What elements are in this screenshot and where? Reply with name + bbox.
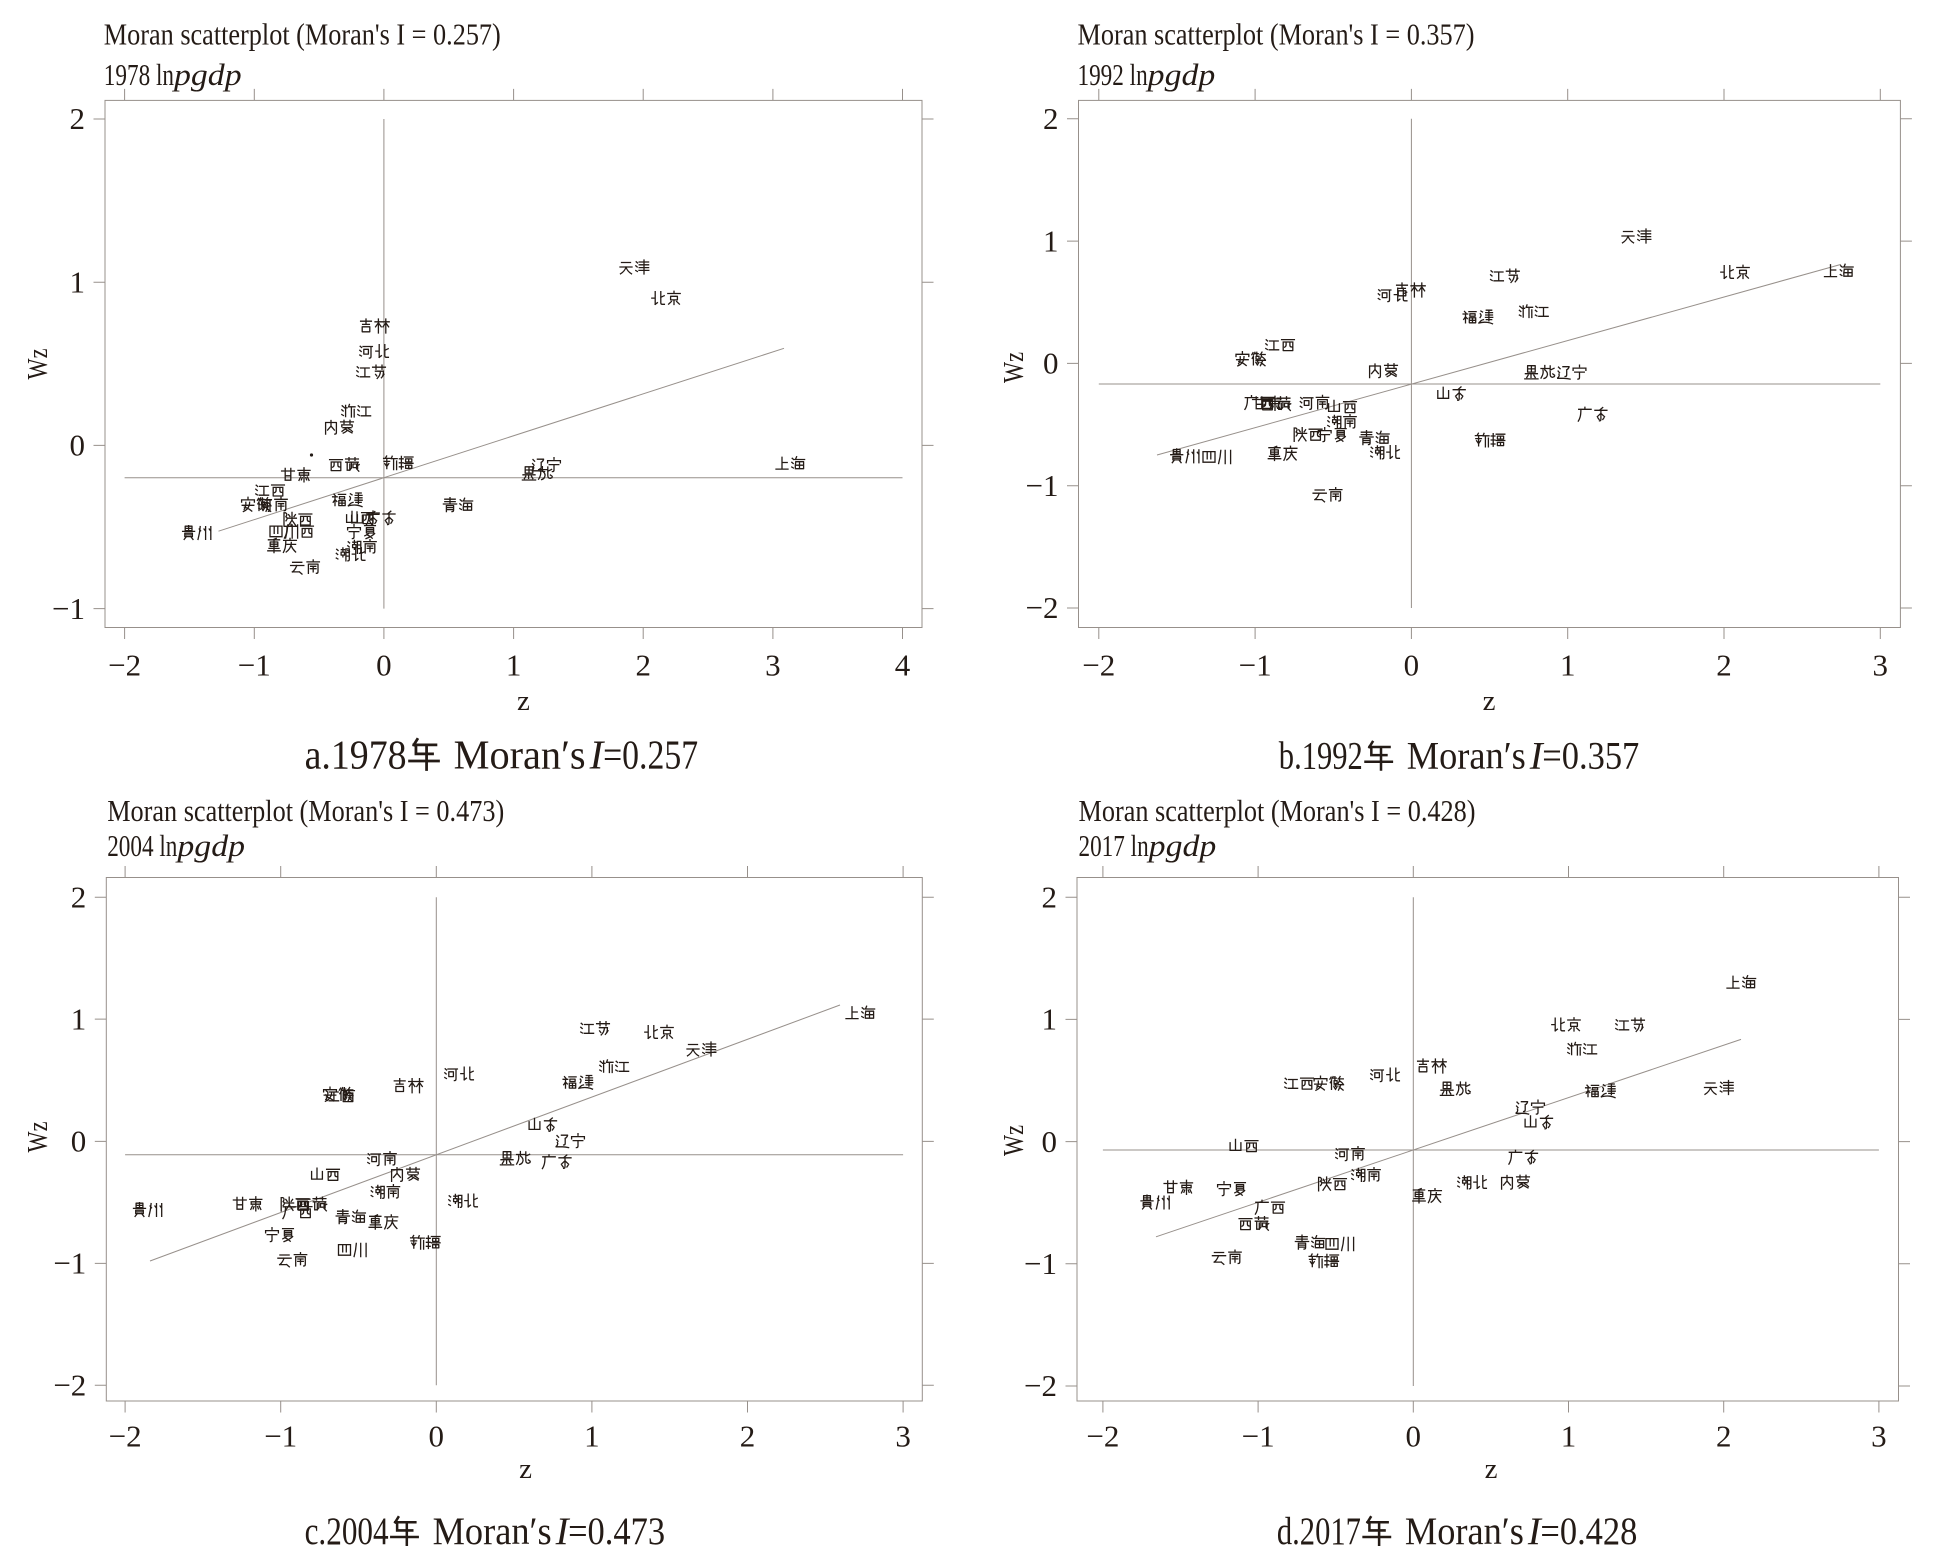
svg-text:1: 1 [70, 264, 86, 299]
svg-text:−2: −2 [108, 648, 141, 683]
svg-text:Wz: Wz [999, 352, 1030, 383]
svg-text:I: I [589, 732, 606, 778]
svg-text:1: 1 [1560, 648, 1576, 683]
svg-text:3: 3 [1871, 1418, 1887, 1453]
svg-text:Moran′s: Moran′s [454, 732, 586, 778]
svg-text:2: 2 [70, 101, 86, 136]
svg-text:0: 0 [70, 428, 86, 463]
svg-text:1: 1 [506, 648, 522, 683]
svg-text:1978 ln: 1978 ln [104, 57, 175, 92]
svg-text:Moran scatterplot (Moran's I =: Moran scatterplot (Moran's I = 0.357) [1078, 17, 1475, 52]
svg-text:−2: −2 [1086, 1418, 1119, 1453]
svg-text:1: 1 [584, 1418, 600, 1453]
svg-text:1992 ln: 1992 ln [1078, 57, 1149, 92]
svg-text:4: 4 [895, 648, 911, 683]
svg-text:Wz: Wz [999, 1125, 1030, 1156]
svg-text:=0.257: =0.257 [603, 732, 698, 778]
svg-text:0: 0 [1406, 1418, 1422, 1453]
svg-text:2: 2 [635, 648, 651, 683]
svg-text:3: 3 [765, 648, 781, 683]
svg-text:−1: −1 [264, 1418, 297, 1453]
svg-text:−1: −1 [1239, 648, 1272, 683]
svg-text:pgdp: pgdp [175, 828, 245, 863]
svg-text:1: 1 [1043, 223, 1059, 258]
svg-text:−1: −1 [238, 648, 271, 683]
svg-text:Moran scatterplot (Moran's I =: Moran scatterplot (Moran's I = 0.257) [104, 17, 501, 52]
svg-text:z: z [1483, 685, 1496, 717]
svg-text:2017 ln: 2017 ln [1079, 828, 1150, 863]
svg-text:=0.357: =0.357 [1542, 735, 1639, 778]
svg-text:2: 2 [740, 1418, 756, 1453]
svg-text:−1: −1 [52, 591, 85, 626]
svg-text:=0.428: =0.428 [1540, 1510, 1637, 1553]
svg-text:−2: −2 [1026, 590, 1059, 625]
svg-text:pgdp: pgdp [172, 57, 242, 92]
svg-text:Moran scatterplot (Moran's I =: Moran scatterplot (Moran's I = 0.428) [1079, 793, 1476, 828]
svg-text:−1: −1 [1024, 1246, 1057, 1281]
svg-text:z: z [517, 685, 530, 717]
svg-text:Moran′s: Moran′s [1405, 1510, 1524, 1553]
svg-text:a.1978: a.1978 [305, 732, 407, 778]
svg-text:d.2017: d.2017 [1277, 1510, 1361, 1553]
svg-text:pgdp: pgdp [1146, 57, 1216, 92]
svg-text:pgdp: pgdp [1147, 828, 1217, 863]
svg-text:−2: −2 [1082, 648, 1115, 683]
svg-text:Wz: Wz [23, 349, 54, 380]
svg-text:1: 1 [1042, 1002, 1058, 1037]
svg-text:2: 2 [1043, 101, 1059, 136]
svg-text:2: 2 [1042, 879, 1058, 914]
svg-text:Moran scatterplot (Moran's I =: Moran scatterplot (Moran's I = 0.473) [107, 793, 504, 828]
svg-text:−2: −2 [1024, 1368, 1057, 1403]
svg-text:=0.473: =0.473 [568, 1510, 665, 1553]
svg-text:0: 0 [376, 648, 392, 683]
svg-text:I: I [1527, 1510, 1543, 1553]
svg-text:Moran′s: Moran′s [1407, 735, 1526, 778]
svg-text:0: 0 [1404, 648, 1420, 683]
svg-text:1: 1 [71, 1001, 87, 1036]
svg-text:I: I [1529, 735, 1545, 778]
svg-text:z: z [519, 1453, 532, 1485]
svg-text:Wz: Wz [23, 1122, 54, 1153]
svg-text:3: 3 [895, 1418, 911, 1453]
svg-text:c.2004: c.2004 [305, 1510, 389, 1553]
svg-text:0: 0 [429, 1418, 445, 1453]
svg-text:2: 2 [1716, 648, 1732, 683]
svg-text:Moran′s: Moran′s [433, 1510, 552, 1553]
svg-text:0: 0 [71, 1124, 87, 1159]
svg-text:−2: −2 [109, 1418, 142, 1453]
svg-text:2004 ln: 2004 ln [107, 828, 178, 863]
svg-text:0: 0 [1042, 1124, 1058, 1159]
svg-text:0: 0 [1043, 346, 1059, 381]
svg-text:z: z [1485, 1453, 1498, 1485]
svg-text:1: 1 [1561, 1418, 1577, 1453]
svg-text:−1: −1 [1242, 1418, 1275, 1453]
svg-text:I: I [555, 1510, 571, 1553]
svg-text:2: 2 [1716, 1418, 1732, 1453]
svg-text:−1: −1 [1026, 468, 1059, 503]
svg-text:b.1992: b.1992 [1279, 735, 1363, 778]
svg-text:−2: −2 [53, 1368, 86, 1403]
svg-text:2: 2 [71, 879, 87, 914]
svg-text:3: 3 [1873, 648, 1889, 683]
svg-text:−1: −1 [53, 1246, 86, 1281]
